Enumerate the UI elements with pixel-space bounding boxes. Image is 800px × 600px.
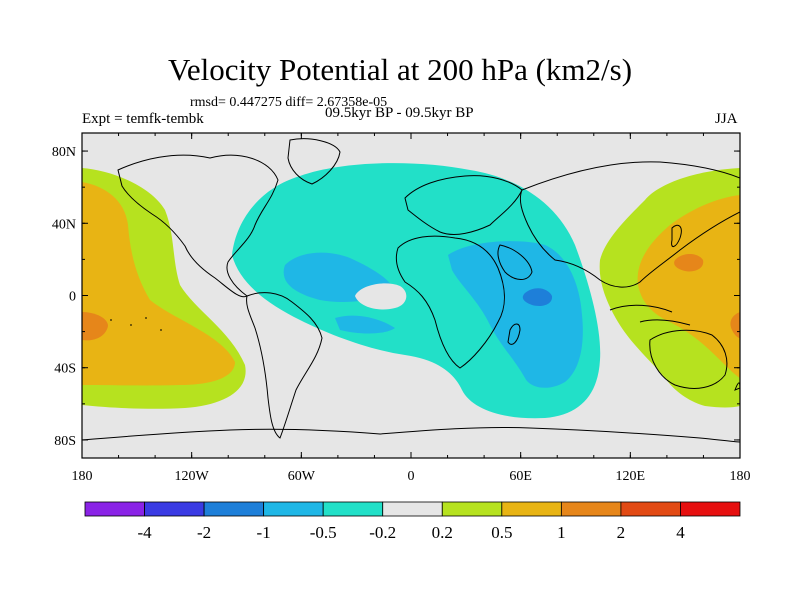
stats-text: rmsd= 0.447275 diff= 2.67358e-05 — [190, 95, 388, 110]
y-tick-label: 80N — [52, 145, 76, 160]
colorbar-swatch — [203, 501, 265, 517]
negative-region-blue — [522, 288, 553, 306]
colorbar-label: -1 — [257, 523, 271, 542]
negative-region-light-blue — [335, 315, 395, 334]
neutral-hole — [355, 283, 407, 310]
coast-arabia — [497, 244, 533, 280]
coast-australia — [649, 329, 728, 389]
y-tick-label: 40S — [54, 362, 76, 377]
y-tick-label: 40N — [52, 217, 76, 232]
coast-asia — [519, 161, 740, 288]
x-tick-label: 180 — [72, 469, 93, 484]
colorbar-label: -2 — [197, 523, 211, 542]
colorbar-swatch — [382, 501, 443, 517]
y-tick-label: 0 — [69, 290, 76, 305]
colorbar: -4 -2 -1 -0.5 -0.2 0.2 0.5 1 2 4 — [84, 501, 741, 542]
colorbar-swatch — [144, 501, 205, 517]
coast-north-america — [117, 154, 279, 298]
colorbar-swatch — [84, 501, 145, 517]
map-field — [82, 133, 740, 458]
season-label: JJA — [715, 111, 738, 127]
coast-pacific-islands — [110, 317, 162, 331]
x-tick-label: 0 — [408, 469, 415, 484]
x-tick-label: 120W — [175, 469, 210, 484]
experiment-label: Expt = temfk-tembk — [82, 111, 204, 127]
x-tick-label: 60E — [509, 469, 532, 484]
colorbar-label: 4 — [676, 523, 685, 542]
colorbar-label: 0.2 — [432, 523, 453, 542]
colorbar-label: -0.5 — [310, 523, 337, 542]
colorbar-swatch — [263, 501, 324, 517]
coast-europe — [404, 175, 523, 235]
negative-region-light-blue — [448, 241, 583, 388]
colorbar-swatch — [501, 501, 562, 517]
colorbar-label: -4 — [137, 523, 152, 542]
x-tick-label: 180 — [730, 469, 751, 484]
colorbar-swatch — [322, 501, 384, 517]
colorbar-swatch — [441, 501, 503, 517]
positive-region-orange — [82, 312, 108, 341]
period-label: 09.5kyr BP - 09.5kyr BP — [325, 105, 474, 121]
colorbar-label: 1 — [557, 523, 566, 542]
x-tick-label: 120E — [616, 469, 646, 484]
positive-region-yellow — [82, 182, 235, 386]
colorbar-swatch — [680, 501, 741, 517]
coast-south-america — [246, 292, 323, 439]
colorbar-label: -0.2 — [369, 523, 396, 542]
coast-madagascar — [507, 323, 521, 345]
x-tick-label: 60W — [288, 469, 316, 484]
coastlines — [82, 138, 740, 443]
axis-ticks — [81, 133, 741, 458]
colorbar-swatch — [560, 501, 622, 517]
plot-title: Velocity Potential at 200 hPa (km2/s) — [167, 52, 633, 87]
coast-greenland — [287, 138, 341, 185]
colorbar-swatch — [620, 501, 681, 517]
axis-tick-labels: 180 120W 60W 0 60E 120E 180 80N 40N 0 40S 80S — [52, 145, 751, 484]
colorbar-label: 2 — [617, 523, 626, 542]
coast-japan — [671, 224, 682, 247]
coast-indonesia — [609, 304, 691, 326]
y-tick-label: 80S — [54, 434, 76, 449]
positive-region-orange — [674, 254, 704, 272]
coast-africa — [395, 235, 505, 369]
colorbar-label: 0.5 — [491, 523, 512, 542]
positive-region-yellow — [637, 195, 740, 378]
coast-antarctica — [82, 426, 740, 443]
